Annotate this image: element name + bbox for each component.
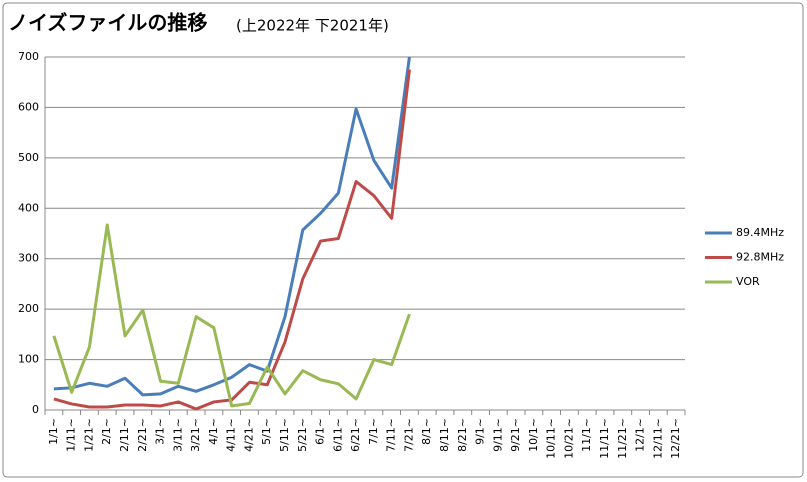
- x-tick-label: 3/21~: [189, 418, 202, 452]
- y-tick-label: 200: [18, 302, 39, 315]
- x-tick-label: 9/11~: [491, 418, 504, 452]
- x-tick-label: 5/1~: [260, 418, 273, 445]
- y-tick-label: 500: [18, 151, 39, 164]
- x-tick-label: 8/1~: [420, 418, 433, 445]
- legend-label: VOR: [736, 275, 760, 288]
- series-line: [52, 223, 411, 408]
- x-tick-label: 6/11~: [331, 418, 344, 452]
- x-tick-label: 1/1~: [47, 418, 60, 445]
- x-tick-label: 12/1~: [634, 418, 647, 452]
- x-tick-label: 5/11~: [278, 418, 291, 452]
- x-tick-label: 12/21~: [669, 418, 682, 459]
- x-tick-label: 2/11~: [118, 418, 131, 452]
- x-tick-label: 7/1~: [367, 418, 380, 445]
- legend-label: 89.4MHz: [736, 226, 784, 239]
- y-tick-label: 100: [18, 353, 39, 366]
- x-tick-label: 3/11~: [171, 418, 184, 452]
- x-tick-label: 4/1~: [207, 418, 220, 445]
- x-tick-label: 11/1~: [580, 418, 593, 452]
- x-tick-label: 1/11~: [65, 418, 78, 452]
- x-tick-label: 5/21~: [296, 418, 309, 452]
- x-tick-label: 9/21~: [509, 418, 522, 452]
- y-tick-label: 400: [18, 201, 39, 214]
- x-tick-label: 11/21~: [616, 418, 629, 459]
- x-tick-label: 9/1~: [474, 418, 487, 445]
- x-tick-label: 6/21~: [349, 418, 362, 452]
- x-tick-label: 7/21~: [402, 418, 415, 452]
- x-tick-label: 10/11~: [545, 418, 558, 459]
- legend-label: 92.8MHz: [736, 251, 784, 264]
- y-tick-label: 700: [18, 50, 39, 63]
- x-tick-label: 1/21~: [82, 418, 95, 452]
- x-tick-label: 3/1~: [154, 418, 167, 445]
- chart-title: ノイズファイルの推移: [8, 11, 207, 35]
- y-tick-label: 300: [18, 252, 39, 265]
- x-tick-label: 10/1~: [527, 418, 540, 452]
- x-tick-label: 2/1~: [100, 418, 113, 445]
- series-line: [53, 56, 411, 397]
- x-tick-label: 11/11~: [598, 418, 611, 459]
- chart-subtitle: (上2022年 下2021年): [236, 17, 389, 35]
- y-tick-label: 600: [18, 100, 39, 113]
- x-tick-label: 7/11~: [385, 418, 398, 452]
- x-tick-label: 4/21~: [242, 418, 255, 452]
- x-tick-label: 2/21~: [136, 418, 149, 452]
- x-tick-label: 4/11~: [225, 418, 238, 452]
- y-tick-label: 0: [32, 403, 39, 416]
- x-tick-label: 6/1~: [314, 418, 327, 445]
- x-tick-label: 8/21~: [456, 418, 469, 452]
- x-tick-label: 12/11~: [651, 418, 664, 459]
- x-tick-label: 10/21~: [562, 418, 575, 459]
- x-tick-label: 8/11~: [438, 418, 451, 452]
